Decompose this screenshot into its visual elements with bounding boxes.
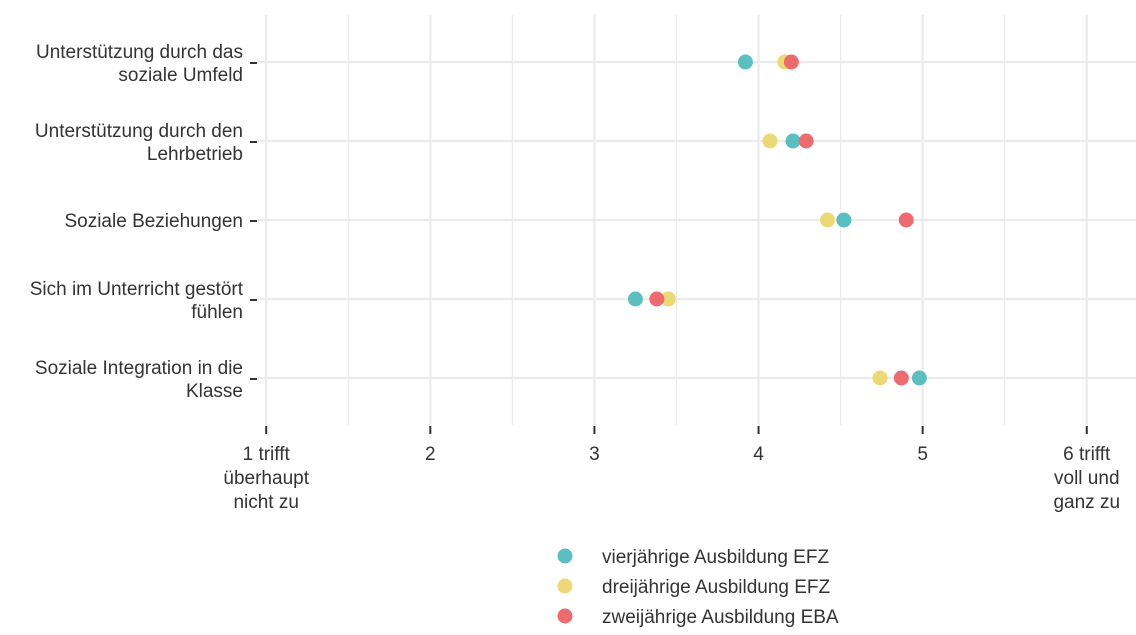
data-point: [649, 291, 665, 307]
x-tick-label: nicht zu: [233, 492, 298, 513]
legend: vierjährige Ausbildung EFZ dreijährige Au…: [557, 547, 839, 628]
data-point: [898, 212, 914, 228]
category-label: fühlen: [191, 302, 243, 323]
x-tick-label: 1 trifft: [243, 444, 291, 465]
category-label: Sich im Unterricht gestört: [30, 279, 244, 300]
data-point: [785, 133, 801, 149]
data-point: [836, 212, 852, 228]
category-label: soziale Umfeld: [118, 65, 243, 86]
data-point: [737, 54, 753, 70]
legend-label: zweijährige Ausbildung EBA: [602, 607, 839, 628]
legend-label: dreijährige Ausbildung EFZ: [602, 577, 831, 598]
legend-label: vierjährige Ausbildung EFZ: [602, 547, 829, 568]
category-label: Lehrbetrieb: [147, 144, 243, 165]
category-label: Unterstützung durch den: [35, 121, 243, 142]
x-tick-label: überhaupt: [223, 468, 309, 489]
data-point: [762, 133, 778, 149]
x-axis: 1 trifft überhaupt nicht zu 2 3 4 5 6 trifft vol…: [223, 426, 1120, 513]
data-point: [798, 133, 814, 149]
x-tick-label: 5: [917, 444, 928, 465]
data-point: [893, 370, 909, 386]
data-point: [911, 370, 927, 386]
data-point: [819, 212, 835, 228]
data-point: [660, 291, 676, 307]
legend-marker: [557, 548, 573, 564]
x-tick-label: 6 trifft: [1063, 444, 1111, 465]
grid-lines: [258, 15, 1136, 425]
legend-marker: [557, 608, 573, 624]
category-label: Klasse: [186, 381, 243, 402]
data-point: [627, 291, 643, 307]
category-label: Unterstützung durch das: [36, 42, 243, 63]
category-label: Soziale Integration in die: [35, 358, 243, 379]
legend-marker: [557, 578, 573, 594]
data-points: [627, 54, 927, 386]
x-tick-label: ganz zu: [1053, 492, 1120, 513]
x-tick-label: 4: [753, 444, 764, 465]
data-point: [783, 54, 799, 70]
category-label: Soziale Beziehungen: [64, 211, 243, 232]
x-tick-label: 3: [589, 444, 600, 465]
x-tick-label: 2: [425, 444, 436, 465]
data-point: [872, 370, 888, 386]
x-tick-label: voll und: [1054, 468, 1120, 489]
